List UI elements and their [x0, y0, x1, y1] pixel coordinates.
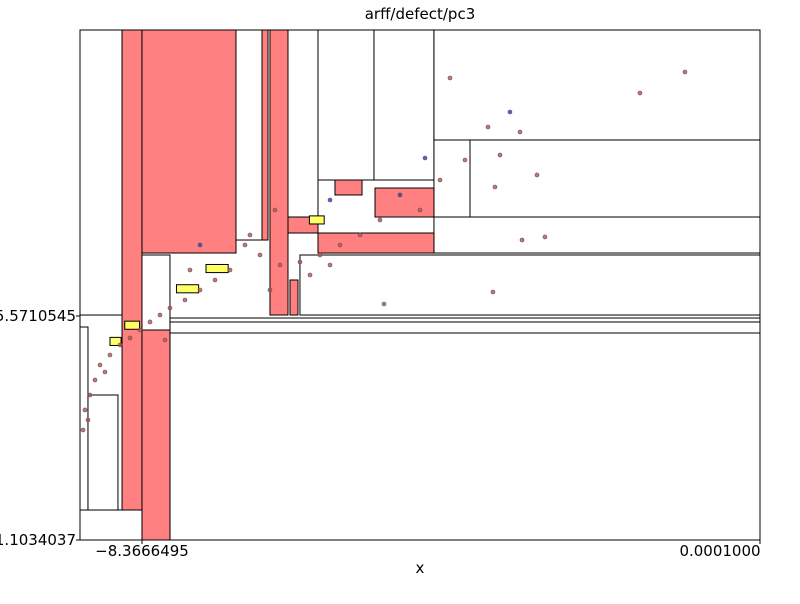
point: [437, 177, 443, 183]
region: [373, 29, 435, 181]
region: [141, 29, 237, 254]
region: [261, 29, 269, 241]
point: [227, 267, 233, 273]
point: [82, 407, 88, 413]
region: [469, 139, 761, 218]
point: [247, 232, 253, 238]
point: [422, 155, 428, 161]
point: [397, 192, 403, 198]
point: [277, 262, 283, 268]
point: [517, 129, 523, 135]
region: [175, 284, 200, 294]
region: [169, 321, 761, 334]
point: [242, 242, 248, 248]
region: [87, 394, 119, 511]
region: [334, 179, 363, 196]
region: [317, 232, 435, 254]
point: [85, 417, 91, 423]
y-tick-label: −5.5710545: [0, 307, 76, 325]
point: [197, 287, 203, 293]
point: [87, 392, 93, 398]
x-axis-label: x: [416, 559, 425, 577]
point: [682, 69, 688, 75]
point: [485, 124, 491, 130]
plot-frame: [79, 29, 761, 541]
region: [169, 332, 761, 541]
region: [317, 29, 375, 181]
point: [80, 427, 86, 433]
point: [212, 277, 218, 283]
point: [447, 75, 453, 81]
point: [637, 90, 643, 96]
point: [127, 335, 133, 341]
y-tick-label: −11.1034037: [0, 531, 76, 549]
point: [357, 232, 363, 238]
point: [137, 327, 143, 333]
region: [121, 29, 143, 541]
point: [117, 342, 123, 348]
point: [327, 262, 333, 268]
region: [308, 215, 325, 225]
point: [534, 172, 540, 178]
point: [257, 252, 263, 258]
region: [374, 187, 435, 218]
region: [79, 509, 143, 541]
region: [433, 29, 761, 141]
point: [377, 217, 383, 223]
region: [141, 329, 171, 541]
point: [317, 252, 323, 258]
point: [272, 207, 278, 213]
point: [307, 272, 313, 278]
point: [107, 352, 113, 358]
region: [109, 336, 122, 346]
region: [287, 29, 319, 218]
point: [102, 369, 108, 375]
point: [92, 377, 98, 383]
point: [182, 297, 188, 303]
region: [79, 29, 123, 316]
region: [299, 254, 761, 316]
point: [187, 267, 193, 273]
point: [157, 312, 163, 318]
point: [542, 234, 548, 240]
region: [124, 320, 141, 330]
point: [147, 319, 153, 325]
point: [297, 259, 303, 265]
region: [235, 29, 263, 241]
region: [205, 263, 229, 274]
point: [381, 301, 387, 307]
point: [162, 337, 168, 343]
region: [289, 279, 299, 316]
point: [492, 184, 498, 190]
point: [337, 242, 343, 248]
region: [269, 29, 289, 316]
point: [417, 207, 423, 213]
point: [197, 242, 203, 248]
point: [490, 289, 496, 295]
region: [141, 254, 171, 331]
x-tick-label: 0.0001000: [679, 542, 760, 560]
point: [167, 305, 173, 311]
point: [507, 109, 513, 115]
point: [497, 152, 503, 158]
point: [462, 157, 468, 163]
point: [97, 362, 103, 368]
region: [433, 216, 761, 254]
region: [169, 317, 761, 323]
point: [327, 197, 333, 203]
point: [267, 287, 273, 293]
x-tick-label: −8.3666495: [95, 542, 189, 560]
chart-title: arff/defect/pc3: [365, 5, 476, 23]
point: [519, 237, 525, 243]
